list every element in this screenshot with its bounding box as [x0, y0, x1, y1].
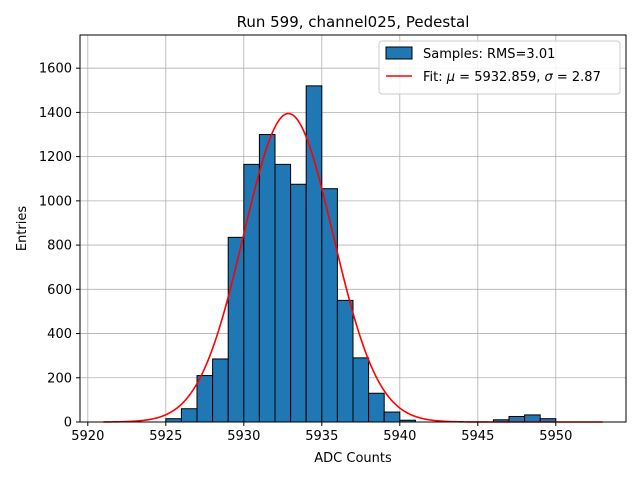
legend-entry-fit: Fit: μ = 5932.859, σ = 2.87 [423, 70, 601, 85]
y-tick-label: 0 [64, 416, 72, 431]
histogram-bar [180, 408, 198, 423]
histogram-bar [368, 392, 385, 423]
histogram-bar [290, 183, 307, 423]
x-tick-label: 5925 [149, 429, 182, 444]
legend-swatch-samples [385, 46, 413, 60]
y-axis-ticks: 0 200 400 600 800 1000 1200 1400 1600 [39, 62, 80, 431]
x-tick-label: 5950 [539, 429, 572, 444]
y-tick-label: 1600 [39, 62, 72, 77]
y-tick-label: 400 [47, 327, 72, 342]
plot-frame [79, 34, 627, 423]
y-tick-label: 1200 [39, 150, 72, 165]
x-tick-label: 5940 [383, 429, 416, 444]
x-tick-label: 5945 [461, 429, 494, 444]
legend-fit-prefix: Fit: [423, 70, 447, 85]
y-tick-label: 600 [47, 283, 72, 298]
legend-fit-sigma-symbol: σ [545, 70, 554, 85]
x-tick-label: 5920 [71, 429, 104, 444]
y-tick-label: 1400 [39, 106, 72, 121]
histogram-bar [274, 163, 292, 423]
legend-entry-samples: Samples: RMS=3.01 [423, 47, 555, 62]
histogram-bar [524, 414, 541, 423]
histogram-bar [352, 357, 370, 423]
histogram-bar [508, 415, 526, 423]
histogram-bar [383, 411, 401, 423]
histogram-bar [321, 188, 338, 423]
y-tick-label: 800 [47, 239, 72, 254]
histogram-bar [258, 134, 276, 423]
histogram-bar [212, 358, 229, 423]
y-axis-label: Entries [15, 206, 30, 252]
y-tick-label: 200 [47, 371, 72, 386]
legend-fit-mu-symbol: μ [446, 70, 455, 85]
histogram-bar [336, 299, 354, 423]
x-tick-label: 5930 [227, 429, 260, 444]
x-axis-ticks: 5920 5925 5930 5935 5940 5945 5950 [71, 422, 572, 444]
legend-fit-suffix: = 2.87 [553, 70, 601, 85]
chart-title: Run 599, channel025, Pedestal [237, 13, 470, 31]
y-tick-label: 1000 [39, 194, 72, 209]
x-axis-label: ADC Counts [314, 451, 392, 466]
x-tick-label: 5935 [305, 429, 338, 444]
legend: Samples: RMS=3.01 Fit: μ = 5932.859, σ =… [378, 40, 621, 95]
legend-box [378, 40, 621, 95]
histogram-bar [196, 375, 214, 423]
histogram-bar [305, 85, 323, 423]
legend-fit-mid: = 5932.859, [455, 70, 544, 85]
